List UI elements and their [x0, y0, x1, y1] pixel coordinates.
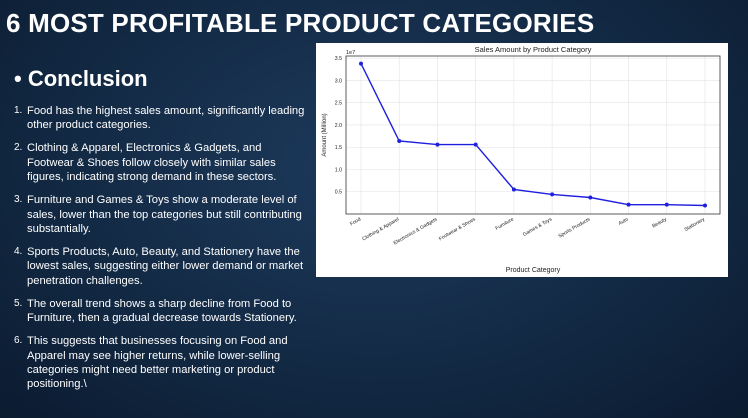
conclusion-number: 4. — [14, 246, 23, 258]
x-tick-label: Games & Toys — [522, 216, 554, 238]
y-axis-ticks: 0.5 1.0 1.5 2.0 2.5 3.0 3.5 — [335, 56, 342, 196]
series-points — [359, 61, 707, 208]
plot-frame — [345, 55, 721, 215]
conclusion-number: 1. — [14, 105, 23, 116]
data-point — [397, 139, 402, 144]
section-heading: • Conclusion — [14, 66, 148, 91]
x-tick-label: Beauty — [651, 216, 668, 229]
x-axis-label: Product Category — [506, 267, 561, 274]
x-tick-label: Food — [349, 216, 362, 227]
chart-svg: 0.5 1.0 1.5 2.0 2.5 3.0 3.5 Food Clothing & App… — [322, 45, 721, 274]
conclusion-item: 3. Furniture and Games & Toys show a mod… — [14, 193, 309, 236]
conclusion-text: Clothing & Apparel, Electronics & Gadget… — [27, 142, 277, 184]
conclusion-text: Sports Products, Auto, Beauty, and Stati… — [27, 246, 304, 287]
conclusion-number: 3. — [14, 194, 23, 206]
y-tick-label: 3.0 — [335, 78, 342, 84]
y-tick-label: 0.5 — [335, 190, 342, 196]
data-point — [664, 202, 669, 207]
y-tick-label: 3.5 — [335, 56, 342, 62]
data-point — [435, 142, 440, 147]
data-point — [550, 192, 555, 197]
conclusion-number: 6. — [14, 335, 23, 347]
data-point — [588, 195, 593, 200]
x-tick-label: Stationery — [684, 216, 707, 233]
conclusion-item: 5. The overall trend shows a sharp decli… — [14, 297, 309, 326]
slide-title: 6 MOST PROFITABLE PRODUCT CATEGORIES — [6, 8, 595, 38]
conclusion-text: Food has the highest sales amount, signi… — [27, 105, 305, 132]
y-axis-label: Amount (Million) — [322, 113, 328, 156]
conclusion-text: Furniture and Games & Toys show a modera… — [27, 194, 302, 236]
data-point — [511, 187, 516, 192]
y-tick-label: 2.0 — [335, 123, 342, 129]
conclusion-item: 6. This suggests that businesses focusin… — [14, 334, 309, 392]
y-tick-label: 2.5 — [335, 101, 342, 107]
conclusion-item: 2. Clothing & Apparel, Electronics & Gad… — [14, 141, 309, 184]
conclusion-list: 1. Food has the highest sales amount, si… — [14, 104, 309, 400]
chart-grid — [346, 56, 720, 214]
conclusion-item: 4. Sports Products, Auto, Beauty, and St… — [14, 245, 309, 288]
x-tick-label: Sports Products — [558, 216, 592, 239]
x-tick-label: Furniture — [495, 216, 516, 231]
conclusion-number: 5. — [14, 297, 23, 309]
y-tick-label: 1.5 — [335, 145, 342, 151]
chart-title: Sales Amount by Product Category — [475, 45, 592, 54]
y-tick-label: 1.0 — [335, 167, 342, 173]
series-line — [360, 63, 706, 207]
sales-chart: 0.5 1.0 1.5 2.0 2.5 3.0 3.5 Food Clothing & App… — [316, 43, 728, 277]
data-point — [703, 203, 707, 208]
data-point — [359, 61, 363, 66]
x-tick-label: Clothing & Apparel — [361, 217, 400, 243]
y-scale-label: 1e7 — [346, 50, 355, 56]
x-tick-label: Auto — [618, 216, 630, 226]
x-tick-label: Footwear & Shoes — [438, 216, 477, 242]
conclusion-item: 1. Food has the highest sales amount, si… — [14, 104, 309, 133]
data-point — [473, 142, 478, 147]
data-point — [626, 202, 631, 207]
conclusion-number: 2. — [14, 142, 23, 154]
conclusion-text: The overall trend shows a sharp decline … — [27, 297, 297, 325]
conclusion-text: This suggests that businesses focusing o… — [27, 335, 288, 391]
